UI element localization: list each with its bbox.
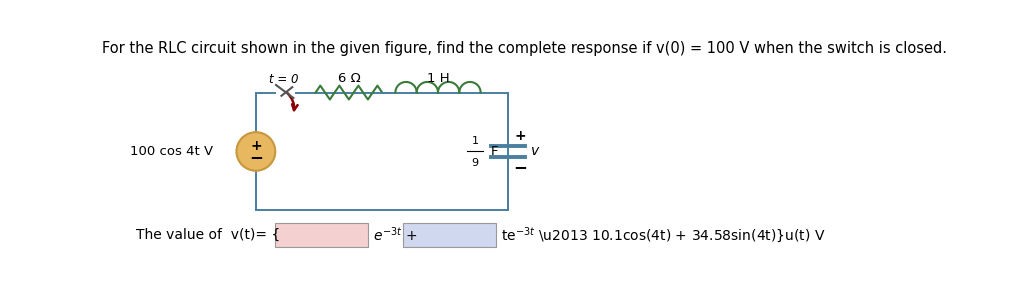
Text: 1 H: 1 H (427, 72, 450, 85)
Text: $e^{-3t}$ +: $e^{-3t}$ + (373, 226, 417, 244)
Text: 1: 1 (472, 136, 478, 146)
Text: v: v (531, 144, 540, 158)
Text: F: F (490, 145, 499, 158)
Text: −: − (513, 158, 527, 176)
Text: −: − (249, 148, 263, 166)
Text: 100 cos 4t V: 100 cos 4t V (130, 145, 213, 158)
Text: 6 Ω: 6 Ω (338, 72, 360, 85)
Text: The value of  v(t)= {: The value of v(t)= { (136, 228, 280, 242)
Text: 9: 9 (472, 158, 479, 168)
Text: For the RLC circuit shown in the given figure, find the complete response if v(0: For the RLC circuit shown in the given f… (102, 41, 947, 56)
FancyBboxPatch shape (275, 223, 369, 247)
Circle shape (237, 132, 275, 171)
Text: t = 0: t = 0 (269, 73, 299, 86)
FancyBboxPatch shape (403, 223, 496, 247)
Text: te$^{-3t}$ \u2013 10.1cos(4t) + 34.58sin(4t)}u(t) V: te$^{-3t}$ \u2013 10.1cos(4t) + 34.58sin… (501, 225, 825, 245)
Text: +: + (514, 129, 526, 143)
Text: +: + (250, 139, 262, 153)
